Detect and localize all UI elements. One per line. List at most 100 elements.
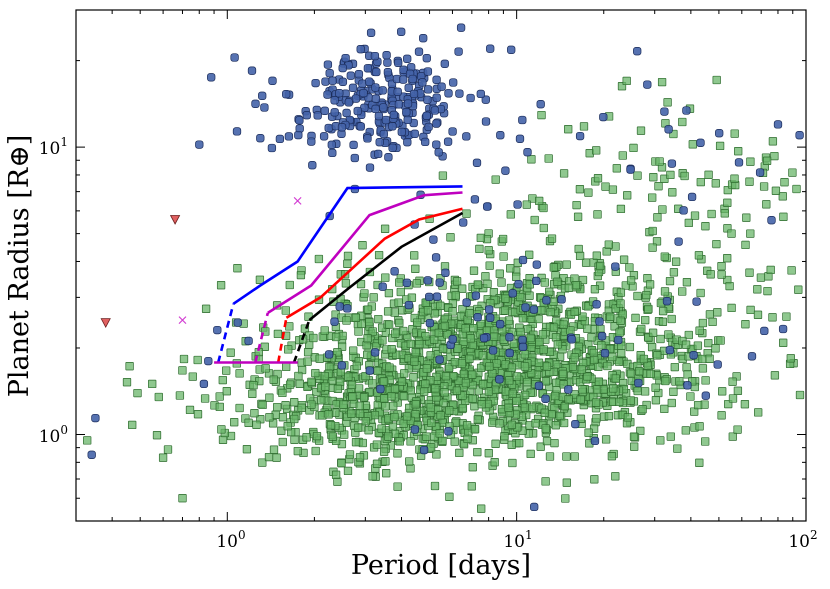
blue-point: [404, 300, 414, 310]
green-point: [564, 395, 573, 404]
green-point: [450, 357, 460, 367]
blue-point: [571, 419, 580, 429]
blue-point: [687, 192, 697, 202]
green-point: [693, 400, 703, 410]
blue-point: [338, 63, 347, 73]
green-point: [415, 339, 424, 349]
green-point: [273, 402, 282, 412]
blue-point: [376, 384, 385, 394]
green-point: [711, 344, 720, 353]
green-point: [666, 432, 675, 441]
green-point: [704, 170, 713, 179]
green-point: [501, 387, 510, 396]
green-point: [614, 357, 624, 366]
green-point: [512, 372, 522, 381]
blue-point: [267, 143, 277, 153]
green-point: [526, 333, 535, 343]
blue-series: [87, 23, 804, 512]
green-point: [788, 168, 797, 177]
green-point: [705, 310, 715, 319]
green-point: [584, 428, 593, 437]
green-point: [498, 234, 508, 244]
green-point: [782, 312, 791, 321]
green-point: [470, 425, 480, 434]
green-point: [611, 374, 620, 383]
green-point: [351, 313, 361, 322]
green-point: [410, 251, 419, 260]
green-point: [294, 371, 303, 381]
green-point: [507, 363, 517, 372]
green-point: [242, 445, 252, 454]
blue-point: [521, 303, 530, 312]
green-point: [309, 333, 318, 343]
blue-point: [87, 450, 96, 459]
green-point: [779, 212, 788, 221]
blue-point: [444, 89, 453, 98]
green-point: [125, 362, 134, 371]
green-point: [583, 372, 592, 381]
green-point: [630, 442, 639, 451]
green-point: [512, 396, 521, 406]
green-point: [158, 453, 168, 462]
blue-point: [747, 352, 757, 361]
blue-point: [481, 95, 490, 104]
green-point: [360, 289, 369, 298]
blue-point: [600, 349, 610, 358]
green-point: [122, 378, 132, 387]
blue-point: [486, 313, 495, 322]
blue-point: [665, 345, 674, 355]
green-point: [626, 396, 635, 405]
blue-point: [674, 237, 683, 246]
green-point: [734, 147, 743, 156]
green-point: [317, 396, 326, 405]
green-point: [399, 392, 409, 401]
blue-point: [542, 296, 551, 305]
green-point: [477, 400, 486, 409]
green-point: [616, 288, 626, 297]
blue-point: [462, 298, 471, 307]
blue-point: [662, 297, 672, 306]
green-point: [258, 400, 267, 410]
green-point: [746, 305, 755, 315]
blue-point: [394, 58, 403, 67]
green-point: [535, 337, 544, 347]
green-point: [508, 458, 517, 468]
green-point: [690, 211, 700, 220]
x-point: [178, 316, 187, 325]
green-point: [766, 265, 775, 275]
green-point: [436, 301, 445, 310]
blue-point: [294, 130, 303, 140]
green-point: [753, 285, 762, 294]
green-point: [384, 288, 394, 298]
blue-point: [667, 159, 677, 168]
blue-point: [431, 253, 441, 262]
green-point: [670, 362, 679, 372]
blue-point: [422, 54, 431, 63]
green-point: [445, 492, 454, 501]
green-point: [395, 437, 404, 446]
blue-point: [404, 83, 413, 92]
blue-point: [679, 206, 688, 215]
blue-point: [470, 195, 480, 204]
blue-point: [713, 360, 722, 369]
green-point: [422, 432, 431, 441]
blue-point: [374, 149, 383, 159]
green-point: [347, 380, 357, 390]
blue-point: [307, 137, 316, 146]
green-point: [584, 188, 593, 197]
green-point: [233, 264, 242, 273]
green-point: [390, 384, 400, 394]
green-point: [695, 326, 704, 335]
blue-point: [91, 413, 100, 423]
green-point: [506, 210, 515, 219]
blue-point: [365, 77, 374, 86]
green-point: [381, 273, 390, 282]
blue-point: [424, 122, 433, 132]
blue-point: [495, 375, 504, 384]
green-point: [469, 324, 478, 333]
green-point: [363, 350, 372, 359]
green-point: [272, 453, 281, 462]
green-point: [320, 326, 329, 335]
green-point: [762, 156, 772, 165]
blue-point: [359, 88, 368, 98]
